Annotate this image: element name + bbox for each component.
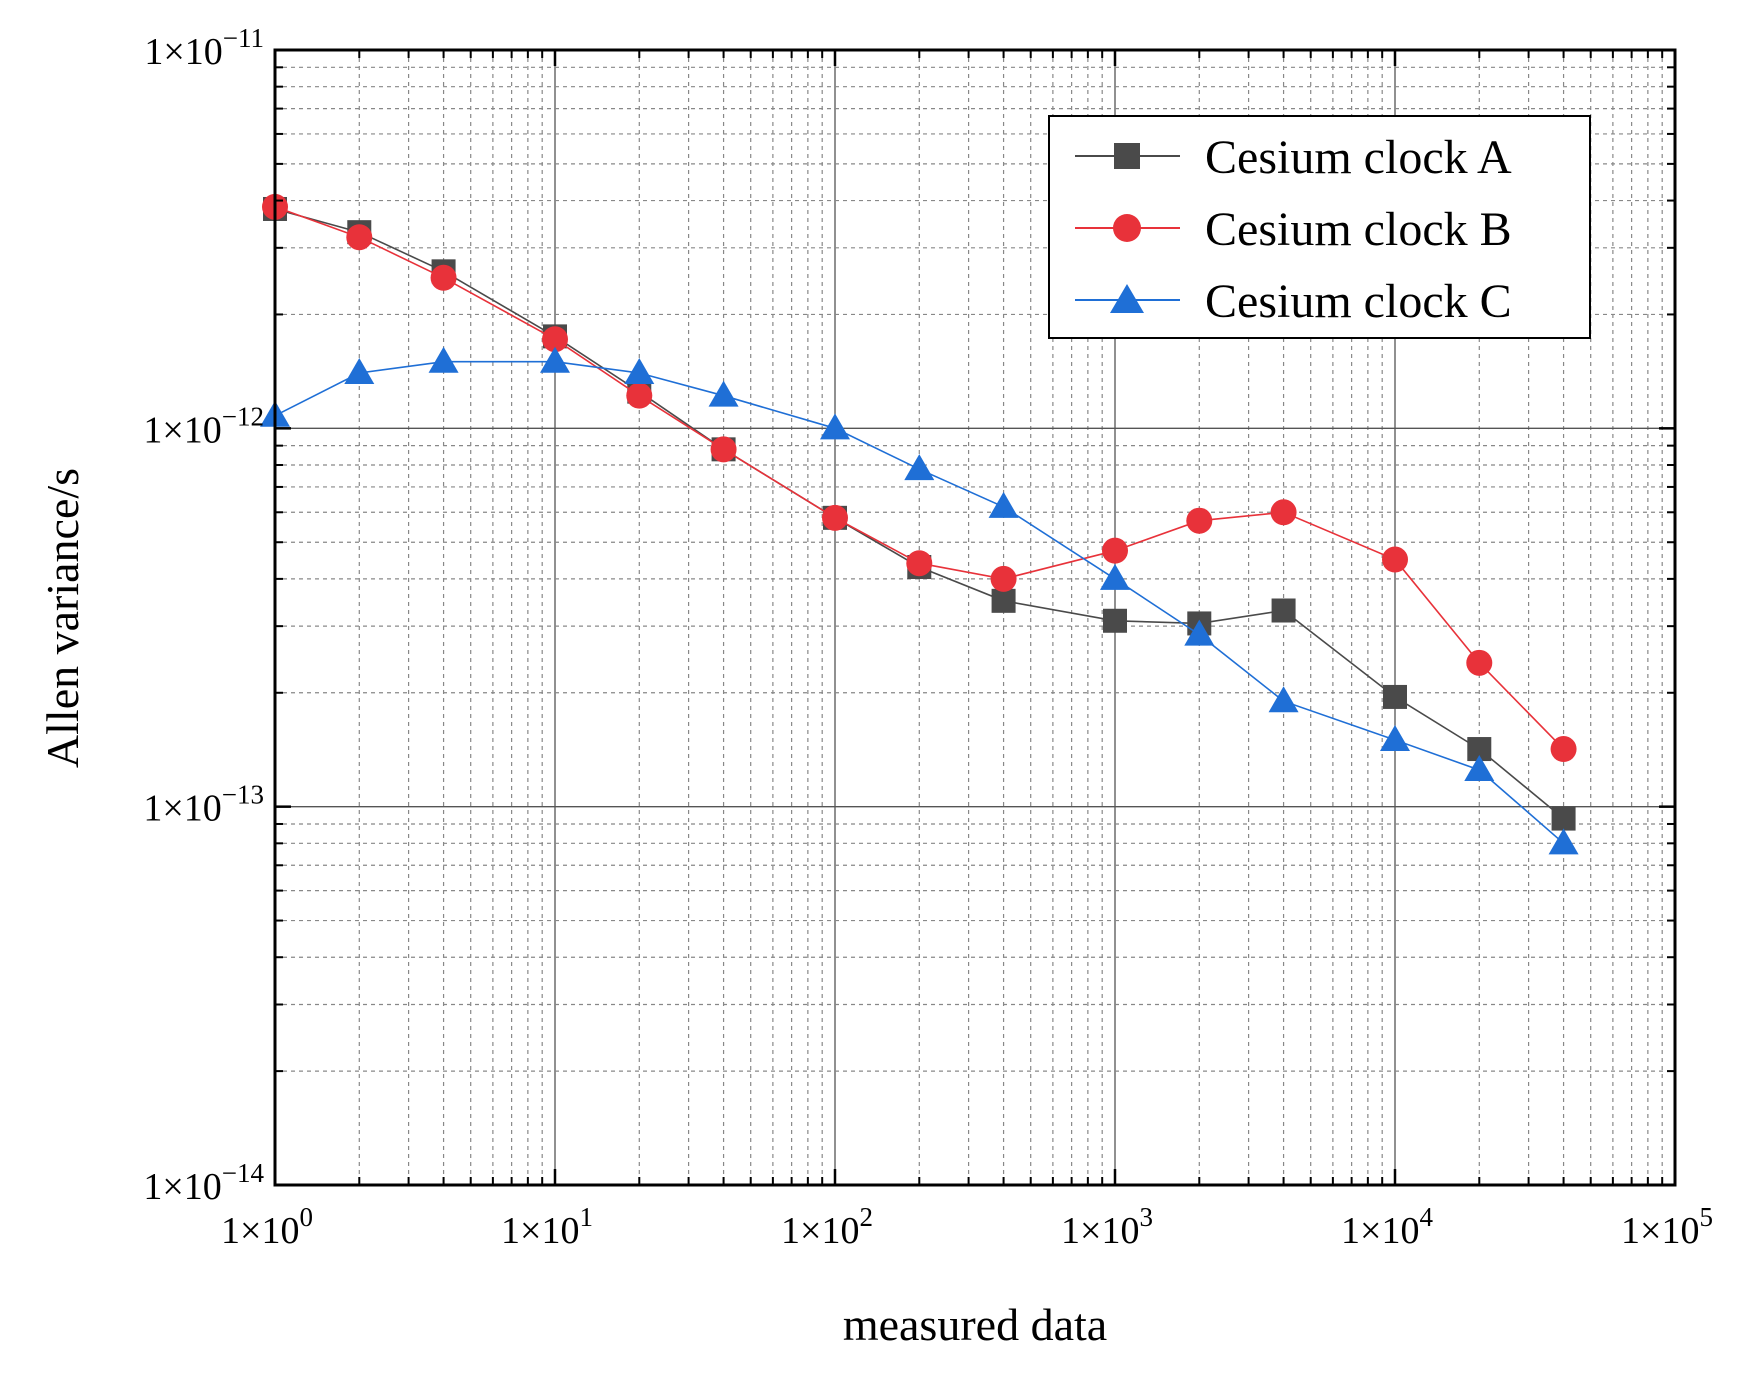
series-layer (260, 193, 1579, 855)
legend-entry-c: Cesium clock C (1075, 275, 1512, 328)
data-point-circle (710, 436, 737, 463)
tick-marks (273, 48, 1677, 1187)
y-tick-label: 1×10−12 (143, 401, 264, 451)
data-point-triangle (1548, 828, 1579, 855)
legend-entry-a: Cesium clock A (1075, 131, 1512, 184)
data-point-circle (542, 326, 568, 353)
x-tick-label: 1×103 (1061, 1202, 1153, 1252)
data-point-triangle (428, 346, 459, 373)
data-point-square (1103, 608, 1127, 633)
legend-label-c: Cesium clock C (1205, 275, 1512, 328)
x-tick-label: 1×105 (1621, 1202, 1713, 1252)
data-point-square (1551, 806, 1576, 831)
x-axis-title: measured data (843, 1299, 1107, 1350)
data-point-circle (1270, 499, 1297, 526)
data-point-triangle (1184, 619, 1215, 646)
tick-labels: 1×100 1×101 1×102 1×103 1×104 1×105 1×10−14 1×1… (143, 23, 1713, 1252)
y-tick-label: 1×10−11 (144, 23, 264, 73)
data-point-triangle (988, 491, 1019, 518)
legend-label-a: Cesium clock A (1205, 131, 1512, 184)
data-point-triangle (540, 346, 570, 373)
y-axis-title: Allen variance/s (37, 468, 88, 768)
x-tick-label: 1×100 (221, 1202, 313, 1252)
y-tick-label: 1×10−14 (143, 1158, 264, 1208)
data-point-circle (1102, 537, 1128, 564)
data-point-circle (1466, 649, 1493, 676)
data-point-triangle (344, 358, 375, 385)
legend-entry-b: Cesium clock B (1075, 203, 1512, 256)
y-tick-label: 1×10−13 (143, 780, 264, 830)
data-point-triangle (904, 454, 935, 481)
data-point-circle (1186, 507, 1213, 534)
data-point-circle (822, 504, 848, 531)
legend-marker-square-icon (1114, 143, 1140, 169)
legend-marker-triangle-icon (1110, 284, 1144, 313)
data-point-triangle (624, 358, 655, 385)
legend: Cesium clock A Cesium clock B Cesium clo… (1048, 115, 1591, 339)
legend-marker-circle-icon (1113, 214, 1141, 242)
data-point-triangle (1100, 563, 1130, 590)
x-tick-label: 1×102 (781, 1202, 873, 1252)
data-point-circle (626, 382, 653, 409)
data-point-circle (1382, 546, 1408, 573)
data-point-triangle (820, 413, 850, 440)
data-point-square (1383, 684, 1407, 709)
legend-label-b: Cesium clock B (1205, 203, 1512, 256)
data-point-triangle (1464, 755, 1495, 782)
data-point-circle (346, 224, 373, 251)
data-point-circle (906, 550, 933, 577)
series-b (262, 193, 1577, 763)
data-point-triangle (1380, 725, 1410, 752)
data-point-circle (990, 565, 1017, 592)
data-point-square (1271, 598, 1296, 623)
series-c (260, 346, 1579, 855)
data-point-triangle (1268, 686, 1299, 713)
data-point-circle (1550, 736, 1577, 763)
x-tick-label: 1×101 (501, 1202, 593, 1252)
data-point-square (991, 588, 1016, 613)
data-point-circle (430, 264, 457, 291)
x-tick-label: 1×104 (1341, 1202, 1433, 1252)
plot-frame (273, 48, 1677, 1187)
data-point-triangle (708, 380, 739, 407)
